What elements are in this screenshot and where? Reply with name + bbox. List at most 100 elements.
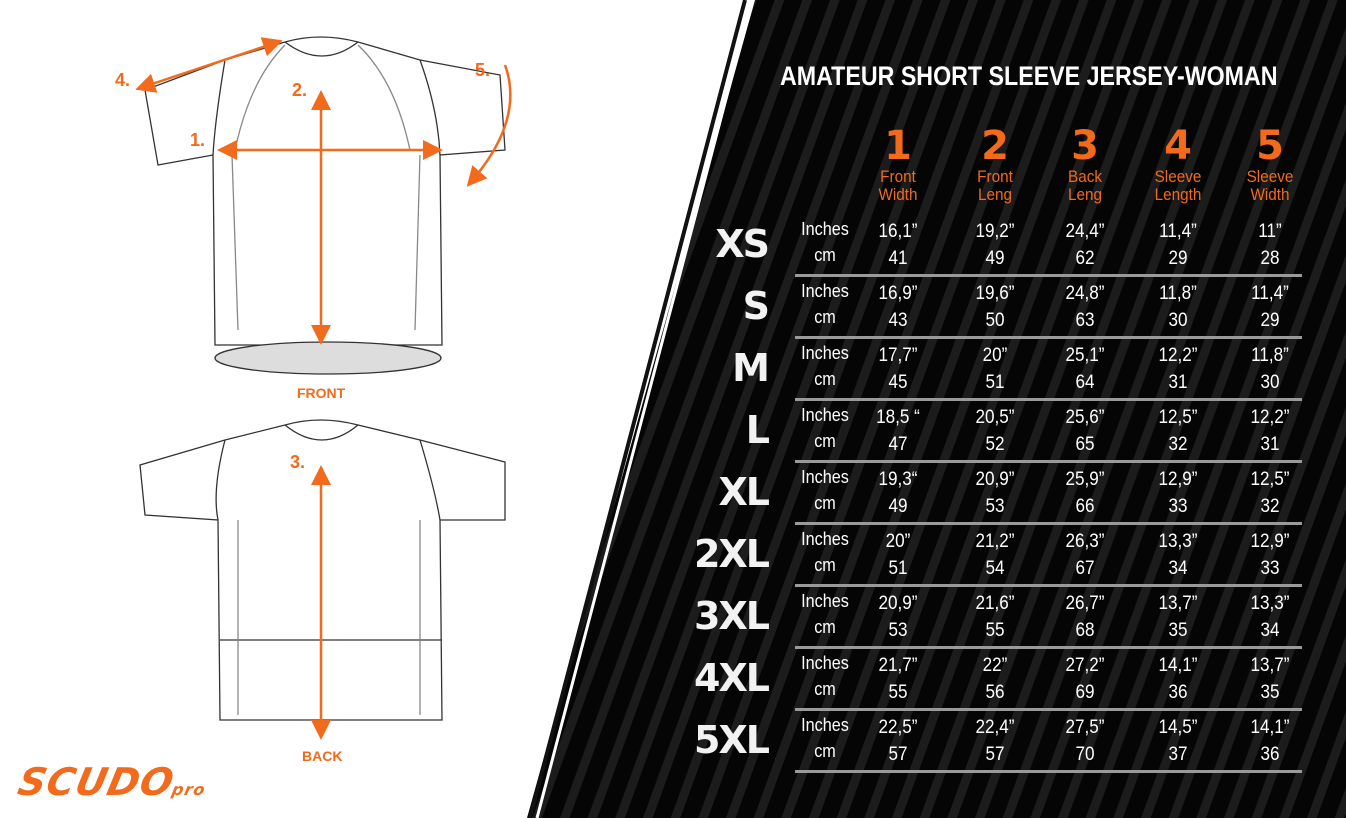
inches-value: 22,5” [878,717,918,738]
unit-inches: Inches [801,591,849,611]
size-label: S [742,284,770,328]
unit-cm: cm [814,617,836,637]
column-number: 4 [1164,123,1192,169]
cm-value: 30 [1168,310,1188,331]
column-header: 4 Sleeve Length [1136,124,1220,204]
dark-panel [527,0,1346,818]
marker-3: 3. [290,452,306,472]
cm-value: 49 [888,496,908,517]
cm-value: 32 [1260,496,1280,517]
cm-value: 51 [985,372,1005,393]
unit-inches: Inches [801,529,849,549]
inches-value: 13,3” [1250,593,1290,614]
cm-value: 34 [1168,558,1188,579]
unit-cm: cm [814,369,836,389]
inches-value: 19,6” [975,283,1015,304]
column-header: 2 Front Leng [953,124,1037,204]
inches-value: 12,5” [1158,407,1198,428]
unit-inches: Inches [801,467,849,487]
row-divider [795,584,1302,587]
cm-value: 32 [1168,434,1188,455]
size-label: 3XL [694,594,770,638]
column-label-line2: Leng [977,185,1013,204]
column-label-line1: Front [880,167,916,186]
inches-value: 11,4” [1159,221,1197,242]
inches-value: 21,2” [975,531,1015,552]
cm-value: 53 [888,620,908,641]
unit-inches: Inches [801,281,849,301]
cm-value: 55 [985,620,1005,641]
logo-name: SCUDO [14,760,179,804]
inches-value: 13,7” [1250,655,1290,676]
unit-inches: Inches [801,715,849,735]
inches-value: 22,4” [975,717,1015,738]
cm-value: 69 [1075,682,1095,703]
cm-value: 35 [1260,682,1280,703]
cm-value: 36 [1168,682,1188,703]
cm-value: 36 [1260,744,1280,765]
inches-value: 19,3“ [878,469,918,490]
cm-value: 65 [1075,434,1095,455]
unit-cm: cm [814,493,836,513]
inches-value: 11,4” [1251,283,1289,304]
column-number: 1 [884,123,912,169]
inches-value: 11” [1258,221,1282,242]
inches-value: 12,9” [1158,469,1198,490]
cm-value: 35 [1168,620,1188,641]
unit-cm: cm [814,741,836,761]
cm-value: 70 [1075,744,1095,765]
cm-value: 34 [1260,620,1280,641]
size-label: M [732,346,770,390]
logo-suffix: pro [170,780,208,799]
inches-value: 14,1” [1158,655,1198,676]
inches-value: 12,2” [1158,345,1198,366]
size-label: 5XL [694,718,770,762]
cm-value: 64 [1075,372,1095,393]
cm-value: 31 [1168,372,1188,393]
cm-value: 28 [1260,248,1280,269]
cm-value: 41 [888,248,908,269]
size-label: XS [715,222,770,266]
inches-value: 25,1” [1065,345,1105,366]
cm-value: 57 [888,744,908,765]
inches-value: 13,7” [1158,593,1198,614]
unit-inches: Inches [801,653,849,673]
column-number: 2 [981,123,1009,169]
unit-cm: cm [814,245,836,265]
front-jersey-diagram [144,36,506,375]
inches-value: 18,5 “ [876,407,920,428]
cm-value: 31 [1260,434,1280,455]
inches-value: 14,1” [1250,717,1290,738]
inches-value: 26,7” [1065,593,1105,614]
unit-inches: Inches [801,405,849,425]
inches-value: 21,6” [975,593,1015,614]
marker-4: 4. [115,70,131,90]
cm-value: 66 [1075,496,1095,517]
front-measure-arrows [135,37,512,345]
cm-value: 29 [1168,248,1188,269]
size-label: 4XL [694,656,770,700]
inches-value: 11,8” [1251,345,1289,366]
inches-value: 27,2” [1065,655,1105,676]
marker-1: 1. [190,130,206,150]
column-number: 3 [1071,123,1099,169]
size-label: L [745,408,770,452]
brand-logo: SCUDOpro [12,760,211,812]
column-label-line1: Sleeve [1246,167,1294,186]
cm-value: 45 [888,372,908,393]
cm-value: 29 [1260,310,1280,331]
marker-2: 2. [292,80,308,100]
inches-value: 22” [982,655,1008,676]
inches-value: 25,9” [1065,469,1105,490]
column-header: 1 Front Width [856,124,940,204]
inches-value: 24,4” [1065,221,1105,242]
cm-value: 55 [888,682,908,703]
chart-title: AMATEUR SHORT SLEEVE JERSEY-WOMAN [780,61,1278,91]
cm-value: 37 [1168,744,1188,765]
inches-value: 20,5” [975,407,1015,428]
unit-cm: cm [814,307,836,327]
inches-value: 26,3” [1065,531,1105,552]
column-header: 5 Sleeve Width [1228,124,1312,204]
column-label-line1: Sleeve [1154,167,1202,186]
cm-value: 57 [985,744,1005,765]
